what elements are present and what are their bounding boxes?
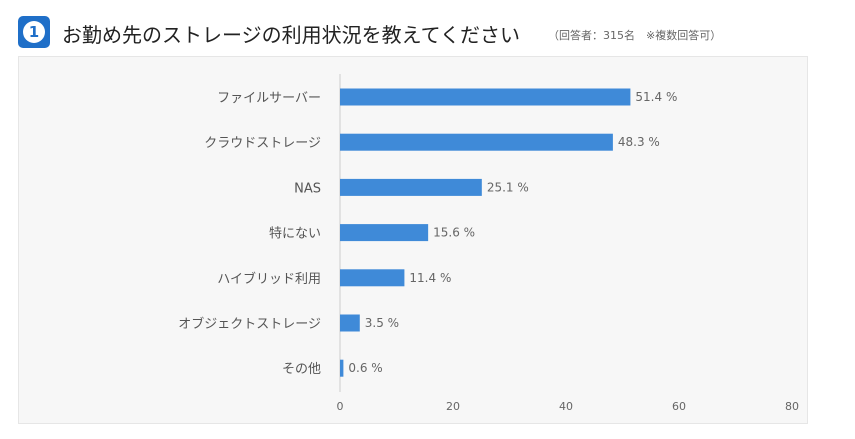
value-label: 15.6 % bbox=[433, 226, 475, 240]
category-label: オブジェクトストレージ bbox=[178, 316, 321, 332]
category-label: ファイルサーバー bbox=[217, 91, 321, 106]
value-label: 3.5 % bbox=[365, 316, 399, 330]
value-label: 48.3 % bbox=[618, 135, 660, 149]
bar-1 bbox=[340, 88, 631, 106]
category-label: NAS bbox=[294, 181, 321, 196]
x-tick-label: 40 bbox=[559, 400, 573, 413]
category-label: ハイブリッド利用 bbox=[217, 271, 321, 287]
chart-header: 1 お勤め先のストレージの利用状況を教えてください （回答者：315名 ※複数回… bbox=[18, 14, 848, 50]
category-label: 特にない bbox=[269, 227, 321, 242]
value-label: 25.1 % bbox=[487, 180, 529, 194]
value-label: 51.4 % bbox=[635, 90, 677, 104]
chart-title: お勤め先のストレージの利用状況を教えてください bbox=[62, 23, 520, 47]
bar-4 bbox=[340, 224, 429, 242]
bar-5 bbox=[340, 269, 405, 287]
bar-7 bbox=[340, 359, 344, 377]
bar-6 bbox=[340, 314, 360, 332]
x-tick-label: 60 bbox=[672, 400, 686, 413]
value-label: 0.6 % bbox=[348, 361, 382, 375]
bar-3 bbox=[340, 178, 482, 196]
bar-2 bbox=[340, 133, 613, 151]
question-number: 1 bbox=[23, 21, 45, 43]
x-tick-label: 20 bbox=[446, 400, 460, 413]
question-number-badge: 1 bbox=[18, 16, 50, 48]
x-tick-label: 80 bbox=[785, 400, 799, 413]
x-tick-label: 0 bbox=[337, 400, 344, 413]
category-label: クラウドストレージ bbox=[204, 136, 321, 151]
respondent-note: （回答者：315名 ※複数回答可） bbox=[548, 29, 722, 42]
category-label: その他 bbox=[282, 362, 321, 377]
value-label: 11.4 % bbox=[409, 271, 451, 285]
